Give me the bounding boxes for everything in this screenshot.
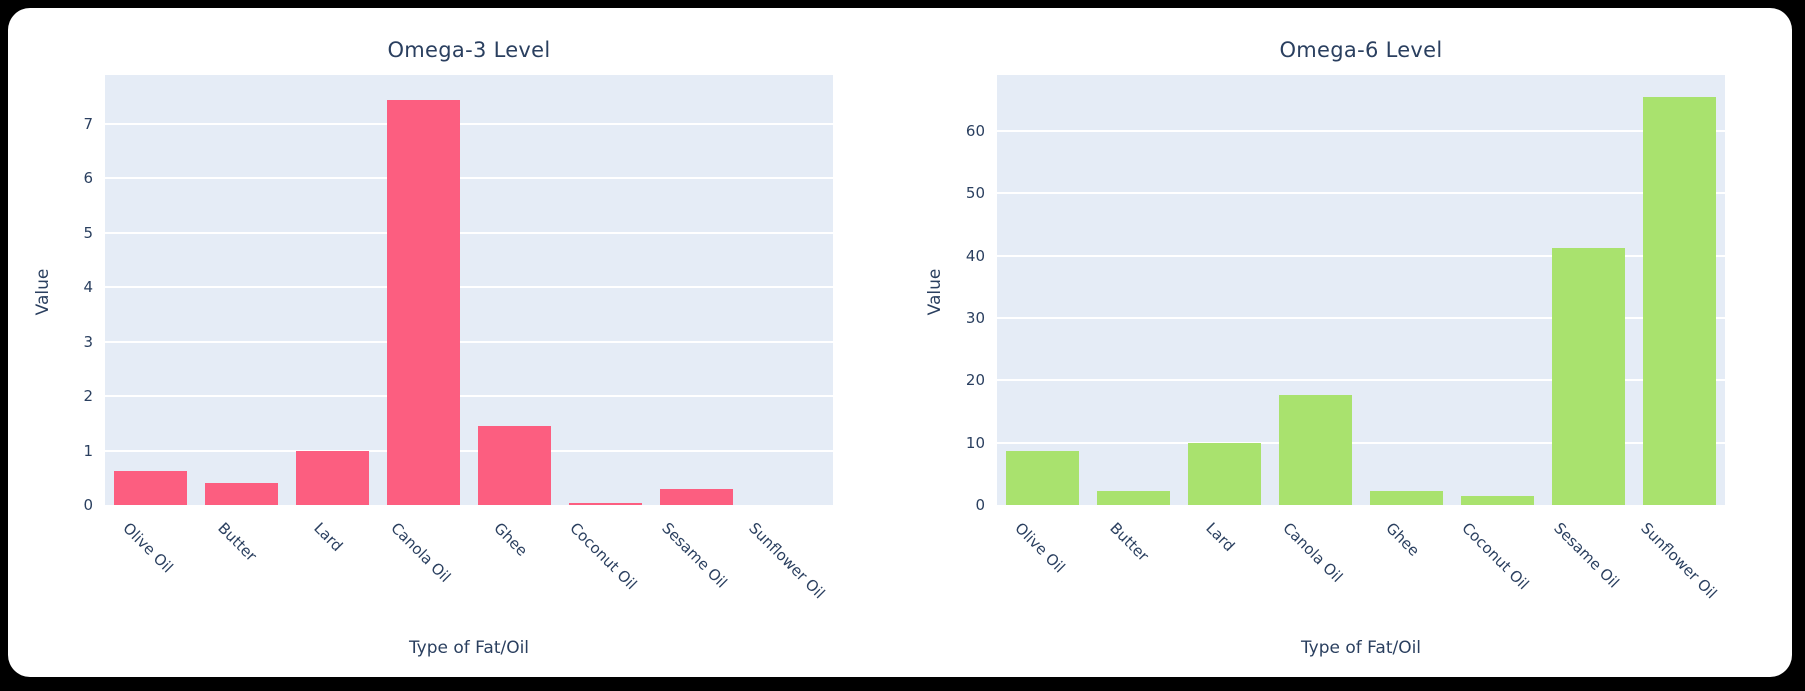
chart-card: Omega-3 Level Value Type of Fat/Oil 0 1 2 3… — [8, 8, 1792, 677]
bar-ghee — [1370, 491, 1443, 505]
bar-butter — [1097, 491, 1170, 505]
y-tick-label: 20 — [965, 371, 985, 390]
bar-ghee — [478, 426, 551, 505]
x-tick-label: Butter — [1106, 519, 1153, 565]
bar-canola-oil — [387, 99, 460, 505]
gridline — [997, 379, 1725, 382]
gridline — [105, 340, 833, 343]
gridline — [997, 130, 1725, 133]
gridline — [105, 177, 833, 180]
omega3-subplot: Omega-3 Level Value Type of Fat/Oil 0 1 2 3… — [8, 8, 900, 677]
y-tick-label: 5 — [83, 223, 93, 242]
gridline — [997, 441, 1725, 444]
x-axis-title: Type of Fat/Oil — [408, 638, 530, 658]
y-tick-label: 50 — [965, 184, 985, 203]
x-tick-label: Ghee — [490, 519, 531, 560]
x-tick-label: Lard — [310, 519, 347, 556]
y-tick-label: 2 — [83, 387, 93, 406]
bar-coconut-oil — [1461, 495, 1534, 505]
gridline — [105, 286, 833, 289]
y-tick-label: 1 — [83, 441, 93, 460]
x-tick-label: Butter — [214, 519, 261, 565]
x-tick-label: Coconut Oil — [566, 519, 641, 594]
y-tick-label: 60 — [965, 122, 985, 141]
y-tick-label: 40 — [965, 246, 985, 265]
bar-butter — [205, 483, 278, 505]
y-tick-label: 3 — [83, 332, 93, 351]
y-tick-label: 4 — [83, 278, 93, 297]
gridline — [997, 254, 1725, 257]
plot-area[interactable] — [105, 75, 833, 505]
gridline — [105, 449, 833, 452]
y-tick-label: 0 — [975, 496, 985, 514]
x-tick-label: Sunflower Oil — [745, 519, 829, 603]
x-tick-label: Sunflower Oil — [1637, 519, 1721, 603]
x-tick-label: Coconut Oil — [1458, 519, 1533, 594]
x-axis-title: Type of Fat/Oil — [1300, 638, 1422, 658]
gridline — [997, 317, 1725, 320]
gridline — [105, 123, 833, 125]
bar-canola-oil — [1279, 395, 1352, 505]
chart-title: Omega-3 Level — [387, 38, 551, 62]
y-tick-label: 0 — [83, 496, 93, 514]
y-tick-label: 6 — [83, 169, 93, 188]
bar-sesame-oil — [660, 488, 733, 505]
bar-lard — [296, 450, 369, 505]
y-tick-label: 7 — [83, 114, 93, 133]
bar-sunflower-oil — [1643, 96, 1716, 505]
x-tick-label: Sesame Oil — [1550, 519, 1623, 592]
y-axis-title: Value — [925, 268, 945, 316]
bar-olive-oil — [114, 471, 187, 505]
y-axis-title: Value — [33, 268, 53, 316]
x-tick-label: Canola Oil — [1279, 519, 1347, 586]
y-tick-label: 30 — [965, 309, 985, 328]
x-tick-label: Lard — [1202, 519, 1239, 556]
bar-sesame-oil — [1552, 248, 1625, 505]
bar-coconut-oil — [569, 503, 642, 505]
x-tick-label: Olive Oil — [1011, 519, 1069, 577]
x-tick-label: Olive Oil — [119, 519, 177, 577]
x-tick-label: Canola Oil — [387, 519, 455, 586]
chart-title: Omega-6 Level — [1279, 38, 1443, 62]
gridline — [997, 192, 1725, 195]
bar-lard — [1188, 442, 1261, 505]
bar-olive-oil — [1006, 450, 1079, 505]
gridline — [105, 395, 833, 398]
y-tick-label: 10 — [965, 433, 985, 452]
x-tick-label: Ghee — [1382, 519, 1423, 560]
plot-area[interactable] — [997, 75, 1725, 505]
gridline — [105, 231, 833, 234]
x-tick-label: Sesame Oil — [658, 519, 731, 592]
omega6-subplot: Omega-6 Level Value Type of Fat/Oil 0 10 2… — [900, 8, 1792, 677]
